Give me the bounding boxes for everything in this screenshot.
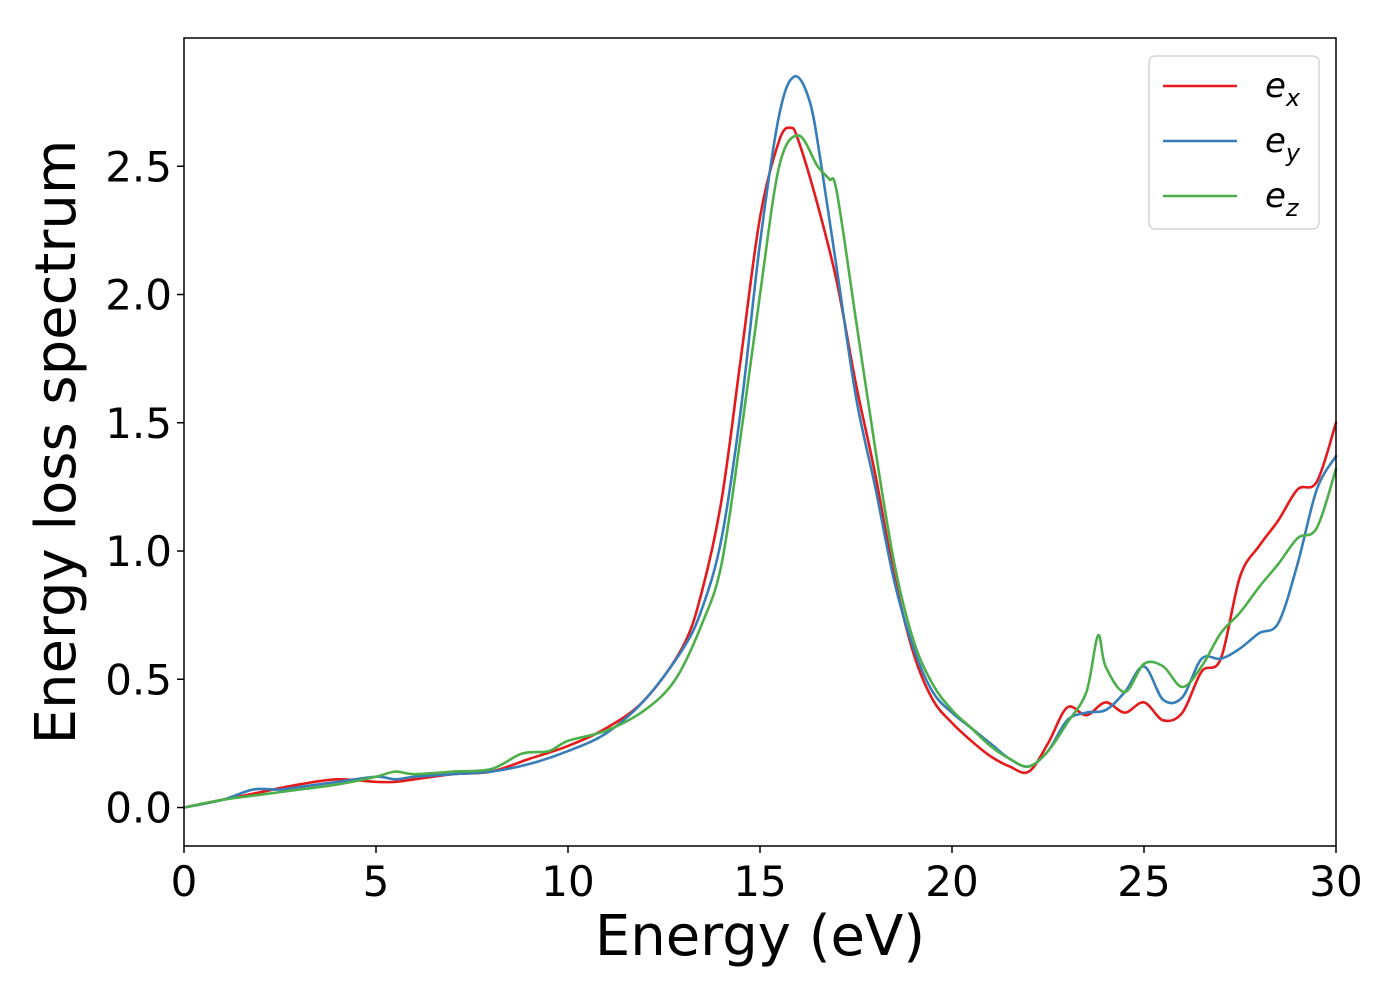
x-axis-label: Energy (eV): [595, 904, 925, 969]
x-tick-label: 25: [1117, 857, 1170, 906]
legend-box: [1148, 55, 1320, 230]
series-line-y: [182, 75, 1338, 809]
y-tick-label: 1.0: [105, 527, 172, 576]
x-tick-label: 5: [363, 857, 390, 906]
legend-label-y: ey: [1265, 121, 1301, 167]
x-axis-ticks: 0 5 10 15 20 25 30: [171, 846, 1363, 906]
y-tick-label: 0.0: [105, 784, 172, 833]
series-line-x: [182, 126, 1338, 809]
legend: ex ey ez: [1148, 55, 1320, 230]
x-tick-label: 10: [541, 857, 594, 906]
legend-label-z: ez: [1265, 176, 1300, 222]
series-line-z: [182, 134, 1338, 809]
legend-label-x: ex: [1265, 66, 1301, 112]
y-tick-label: 0.5: [105, 655, 172, 704]
y-tick-label: 1.5: [105, 399, 172, 448]
x-tick-label: 15: [733, 857, 786, 906]
x-tick-label: 20: [925, 857, 978, 906]
y-tick-label: 2.5: [105, 142, 172, 191]
series-layer: [182, 75, 1338, 809]
x-tick-label: 30: [1309, 857, 1362, 906]
x-tick-label: 0: [171, 857, 198, 906]
y-axis-ticks: 0.0 0.5 1.0 1.5 2.0 2.5: [105, 142, 184, 833]
y-axis-label: Energy loss spectrum: [24, 140, 89, 745]
y-tick-label: 2.0: [105, 271, 172, 320]
